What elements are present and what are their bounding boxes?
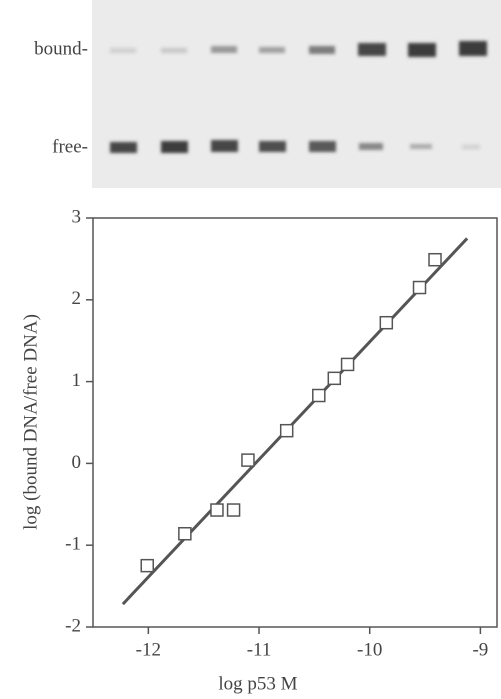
x-tick-label: -10	[357, 639, 382, 660]
marker	[429, 254, 441, 266]
y-tick-label: 1	[72, 370, 82, 391]
y-tick-label: -2	[65, 615, 81, 636]
marker	[179, 528, 191, 540]
marker	[211, 504, 223, 516]
marker	[228, 504, 240, 516]
marker	[141, 560, 153, 572]
marker	[414, 282, 426, 294]
marker	[281, 425, 293, 437]
marker	[380, 317, 392, 329]
x-axis-label: log p53 M	[218, 673, 297, 694]
x-tick-label: -9	[472, 639, 488, 660]
marker	[242, 454, 254, 466]
y-tick-label: -1	[65, 534, 81, 555]
marker	[313, 390, 325, 402]
gel-label: free-	[52, 136, 88, 157]
y-tick-label: 3	[72, 206, 82, 227]
x-tick-label: -12	[136, 639, 161, 660]
y-axis-label: log (bound DNA/free DNA)	[20, 314, 41, 530]
marker	[342, 358, 354, 370]
gel: bound- free-	[34, 0, 501, 188]
figure: bound- free- log p53 M log (bound DNA/fr…	[0, 0, 501, 699]
y-tick-label: 2	[72, 288, 82, 309]
gel-label: bound-	[34, 38, 88, 59]
gel-background	[92, 0, 501, 188]
marker	[328, 372, 340, 384]
y-tick-label: 0	[72, 452, 82, 473]
x-tick-label: -11	[247, 639, 272, 660]
